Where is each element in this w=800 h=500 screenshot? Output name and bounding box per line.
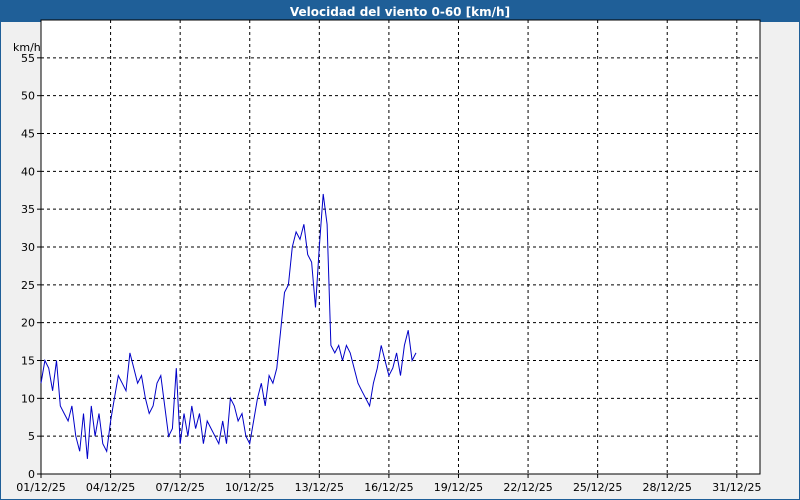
y-tick-label: 10: [21, 392, 35, 405]
x-tick-label: 19/12/25: [434, 481, 483, 494]
plot-area: [40, 19, 761, 475]
y-tick-label: 20: [21, 317, 35, 330]
y-tick-label: 15: [21, 355, 35, 368]
y-tick-label: 35: [21, 203, 35, 216]
y-axis-label: km/h: [13, 41, 41, 54]
y-tick-label: 30: [21, 241, 35, 254]
x-tick-label: 22/12/25: [503, 481, 552, 494]
chart-title: Velocidad del viento 0-60 [km/h]: [1, 1, 799, 22]
y-tick-label: 0: [28, 468, 35, 481]
x-tick-label: 31/12/25: [712, 481, 761, 494]
x-tick-label: 28/12/25: [643, 481, 692, 494]
series-line: [40, 193, 417, 459]
x-tick-label: 01/12/25: [16, 481, 65, 494]
y-tick-label: 5: [28, 430, 35, 443]
x-tick-label: 04/12/25: [86, 481, 135, 494]
y-tick-label: 50: [21, 90, 35, 103]
y-tick-label: 25: [21, 279, 35, 292]
y-tick-label: 55: [21, 52, 35, 65]
grid-lines: [41, 20, 760, 474]
x-tick-label: 25/12/25: [573, 481, 622, 494]
x-tick-label: 13/12/25: [295, 481, 344, 494]
y-tick-label: 40: [21, 165, 35, 178]
x-tick-label: 16/12/25: [364, 481, 413, 494]
tick-labels: 0 5 10 15 20 25 30 35 40 45 50 55 01/12/25 04/12/25 07…: [16, 52, 761, 494]
y-tick-label: 45: [21, 128, 35, 141]
x-tick-label: 10/12/25: [225, 481, 274, 494]
x-tick-label: 07/12/25: [155, 481, 204, 494]
